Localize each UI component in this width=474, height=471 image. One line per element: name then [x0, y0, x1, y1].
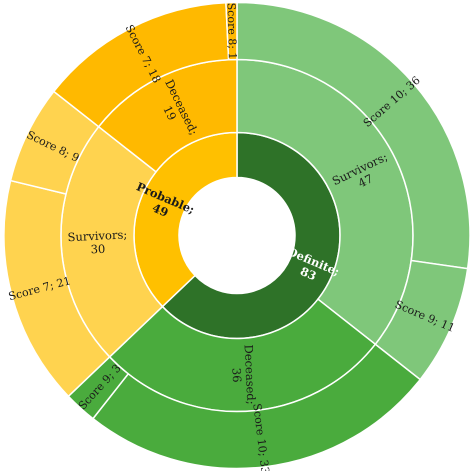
label-probable-deceased-score-8: Score 8; 1: [225, 3, 239, 60]
segments-layer: [3, 1, 471, 470]
label-probable-survivors: Survivors;30: [67, 227, 128, 257]
label-definite-deceased: Deceased;36: [228, 344, 258, 405]
center-hole: [179, 177, 295, 294]
segment-probable-deceased-score-8[interactable]: [225, 1, 238, 61]
